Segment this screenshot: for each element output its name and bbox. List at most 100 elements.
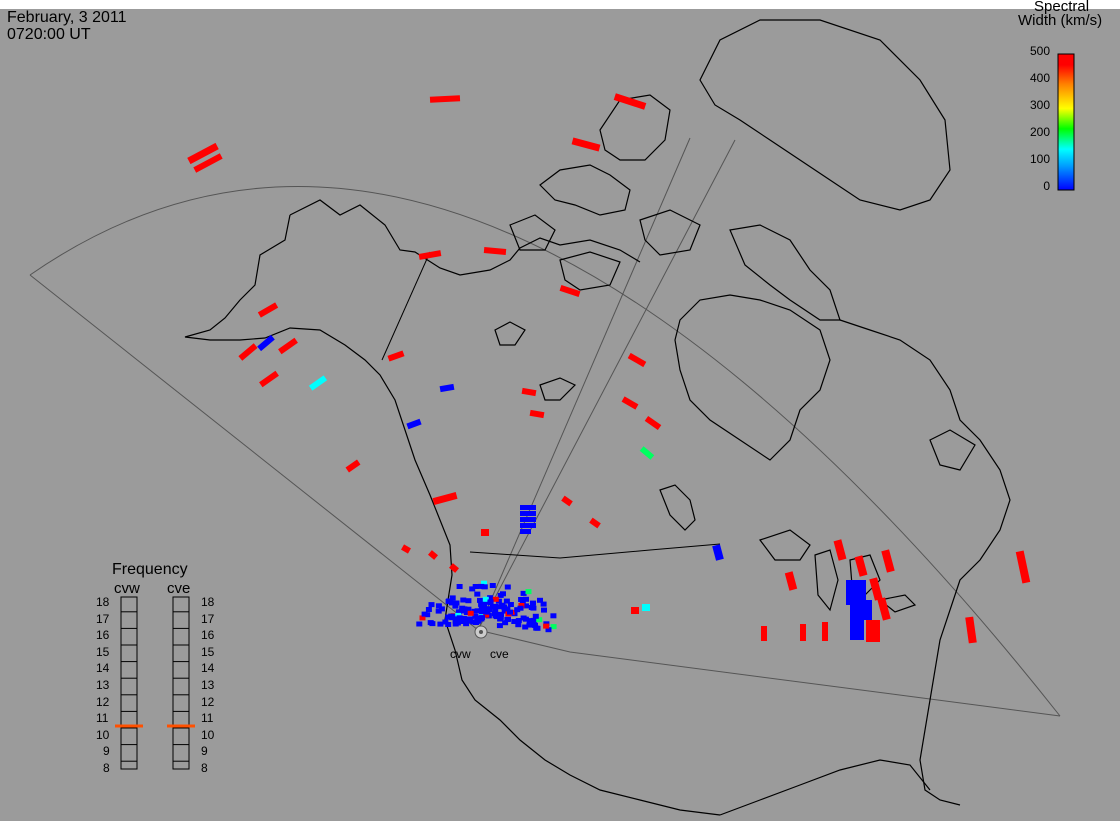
- echo-cell: [515, 622, 522, 628]
- echo-cell: [474, 618, 481, 624]
- echo-cell: [526, 622, 533, 628]
- echo-cell: [500, 591, 506, 597]
- freq-scale-label-cvw: 15: [96, 644, 110, 659]
- echo-cell: [498, 611, 504, 617]
- alaska-border: [381, 251, 431, 361]
- echo-cell: [435, 608, 442, 614]
- echo-cell: [712, 544, 724, 561]
- echo-cell: [484, 606, 490, 612]
- freq-scale-label-cve: 13: [201, 678, 215, 692]
- radar-site-markers: [474, 625, 488, 639]
- echo-cell: [463, 610, 470, 615]
- echo-cell: [487, 599, 494, 605]
- echo-cell: [518, 597, 525, 602]
- freq-bar-cvw: [120, 596, 138, 770]
- echo-cell: [455, 609, 462, 615]
- echo-cell: [550, 613, 557, 619]
- frequency-bars: [115, 596, 195, 770]
- echo-cell: [503, 598, 510, 604]
- echo-cell: [452, 603, 459, 609]
- echo-cell: [428, 550, 438, 560]
- echo-cell: [416, 621, 423, 627]
- echo-cell: [613, 93, 647, 110]
- colorbar-title-line1: Spectral: [1034, 0, 1090, 15]
- echo-cell: [491, 611, 498, 617]
- echo-cell: [504, 584, 511, 590]
- echo-cell: [278, 337, 298, 355]
- echo-cell: [472, 613, 479, 619]
- echo-cell: [425, 607, 432, 612]
- echo-cell: [449, 595, 456, 601]
- freq-scale-label-cvw: 13: [96, 678, 110, 692]
- freq-radar-label-cvw: cvw: [114, 580, 140, 597]
- echo-cell: [528, 605, 535, 610]
- echo-cell: [621, 396, 639, 410]
- echo-cell: [536, 617, 543, 623]
- freq-scale-label-cve: 18: [201, 595, 215, 609]
- echo-cell: [452, 621, 459, 627]
- fov-beam-1: [477, 137, 691, 631]
- echo-cell: [435, 603, 442, 609]
- echo-cell: [530, 617, 537, 623]
- frequency-title: Frequency: [112, 561, 188, 578]
- echo-cell: [478, 583, 485, 589]
- echo-cell: [469, 586, 476, 592]
- echo-cell: [530, 511, 536, 516]
- echo-cell: [477, 597, 483, 603]
- echo-cell: [761, 626, 767, 641]
- freq-scale-label-cve: 17: [201, 611, 215, 626]
- echo-cell: [421, 611, 428, 617]
- echo-cell: [571, 137, 601, 152]
- freq-scale-label-cvw: 12: [96, 694, 110, 709]
- echo-cell: [308, 375, 328, 391]
- echo-cell: [520, 529, 526, 534]
- echo-cell: [456, 584, 463, 589]
- echo-cell: [525, 589, 532, 595]
- echo-cell: [467, 610, 474, 616]
- echo-cell: [474, 591, 481, 597]
- coastlines: [184, 19, 1011, 816]
- echo-cell: [1015, 550, 1031, 584]
- boundaries: [381, 251, 721, 559]
- echo-cell: [846, 580, 866, 605]
- echo-cell: [483, 247, 507, 255]
- colorbar-tick: 500: [1029, 44, 1050, 58]
- radar-echoes: [187, 93, 1031, 644]
- echo-cell: [833, 539, 847, 561]
- echo-cell: [478, 609, 485, 615]
- freq-scale-label-cvw: 16: [96, 628, 110, 643]
- echo-cell: [193, 153, 223, 173]
- echo-cell: [478, 601, 485, 607]
- us-canada-border: [469, 543, 721, 559]
- field-of-view: [29, 137, 1061, 717]
- echo-cell: [639, 446, 655, 460]
- echo-cell: [504, 606, 511, 612]
- echo-cell: [481, 580, 487, 586]
- echo-cell: [520, 517, 526, 522]
- freq-scale-label-cve: 12: [201, 694, 215, 709]
- colorbar-tick: 300: [1029, 98, 1050, 112]
- echo-cell: [470, 619, 477, 625]
- echo-cell: [492, 596, 499, 602]
- echo-cell: [642, 604, 650, 611]
- echo-cell: [406, 418, 422, 430]
- echo-cell: [534, 625, 541, 631]
- echo-cell: [478, 616, 485, 622]
- echo-cell: [387, 350, 405, 362]
- echo-cell: [514, 607, 521, 613]
- freq-scale-label-cve: 9: [201, 744, 208, 759]
- echo-cell: [525, 511, 531, 516]
- echo-cell: [259, 370, 279, 388]
- echo-cell: [507, 609, 513, 615]
- echo-cell: [822, 622, 828, 641]
- echo-cell: [520, 590, 527, 596]
- echo-cell: [631, 607, 639, 614]
- echo-cell: [495, 598, 502, 604]
- echo-cell: [520, 523, 526, 528]
- echo-cell: [459, 608, 466, 614]
- echo-cell: [525, 529, 531, 534]
- echo-cell: [507, 602, 514, 607]
- echo-cell: [438, 606, 445, 612]
- echo-cell: [419, 615, 426, 621]
- echo-cell: [257, 334, 275, 352]
